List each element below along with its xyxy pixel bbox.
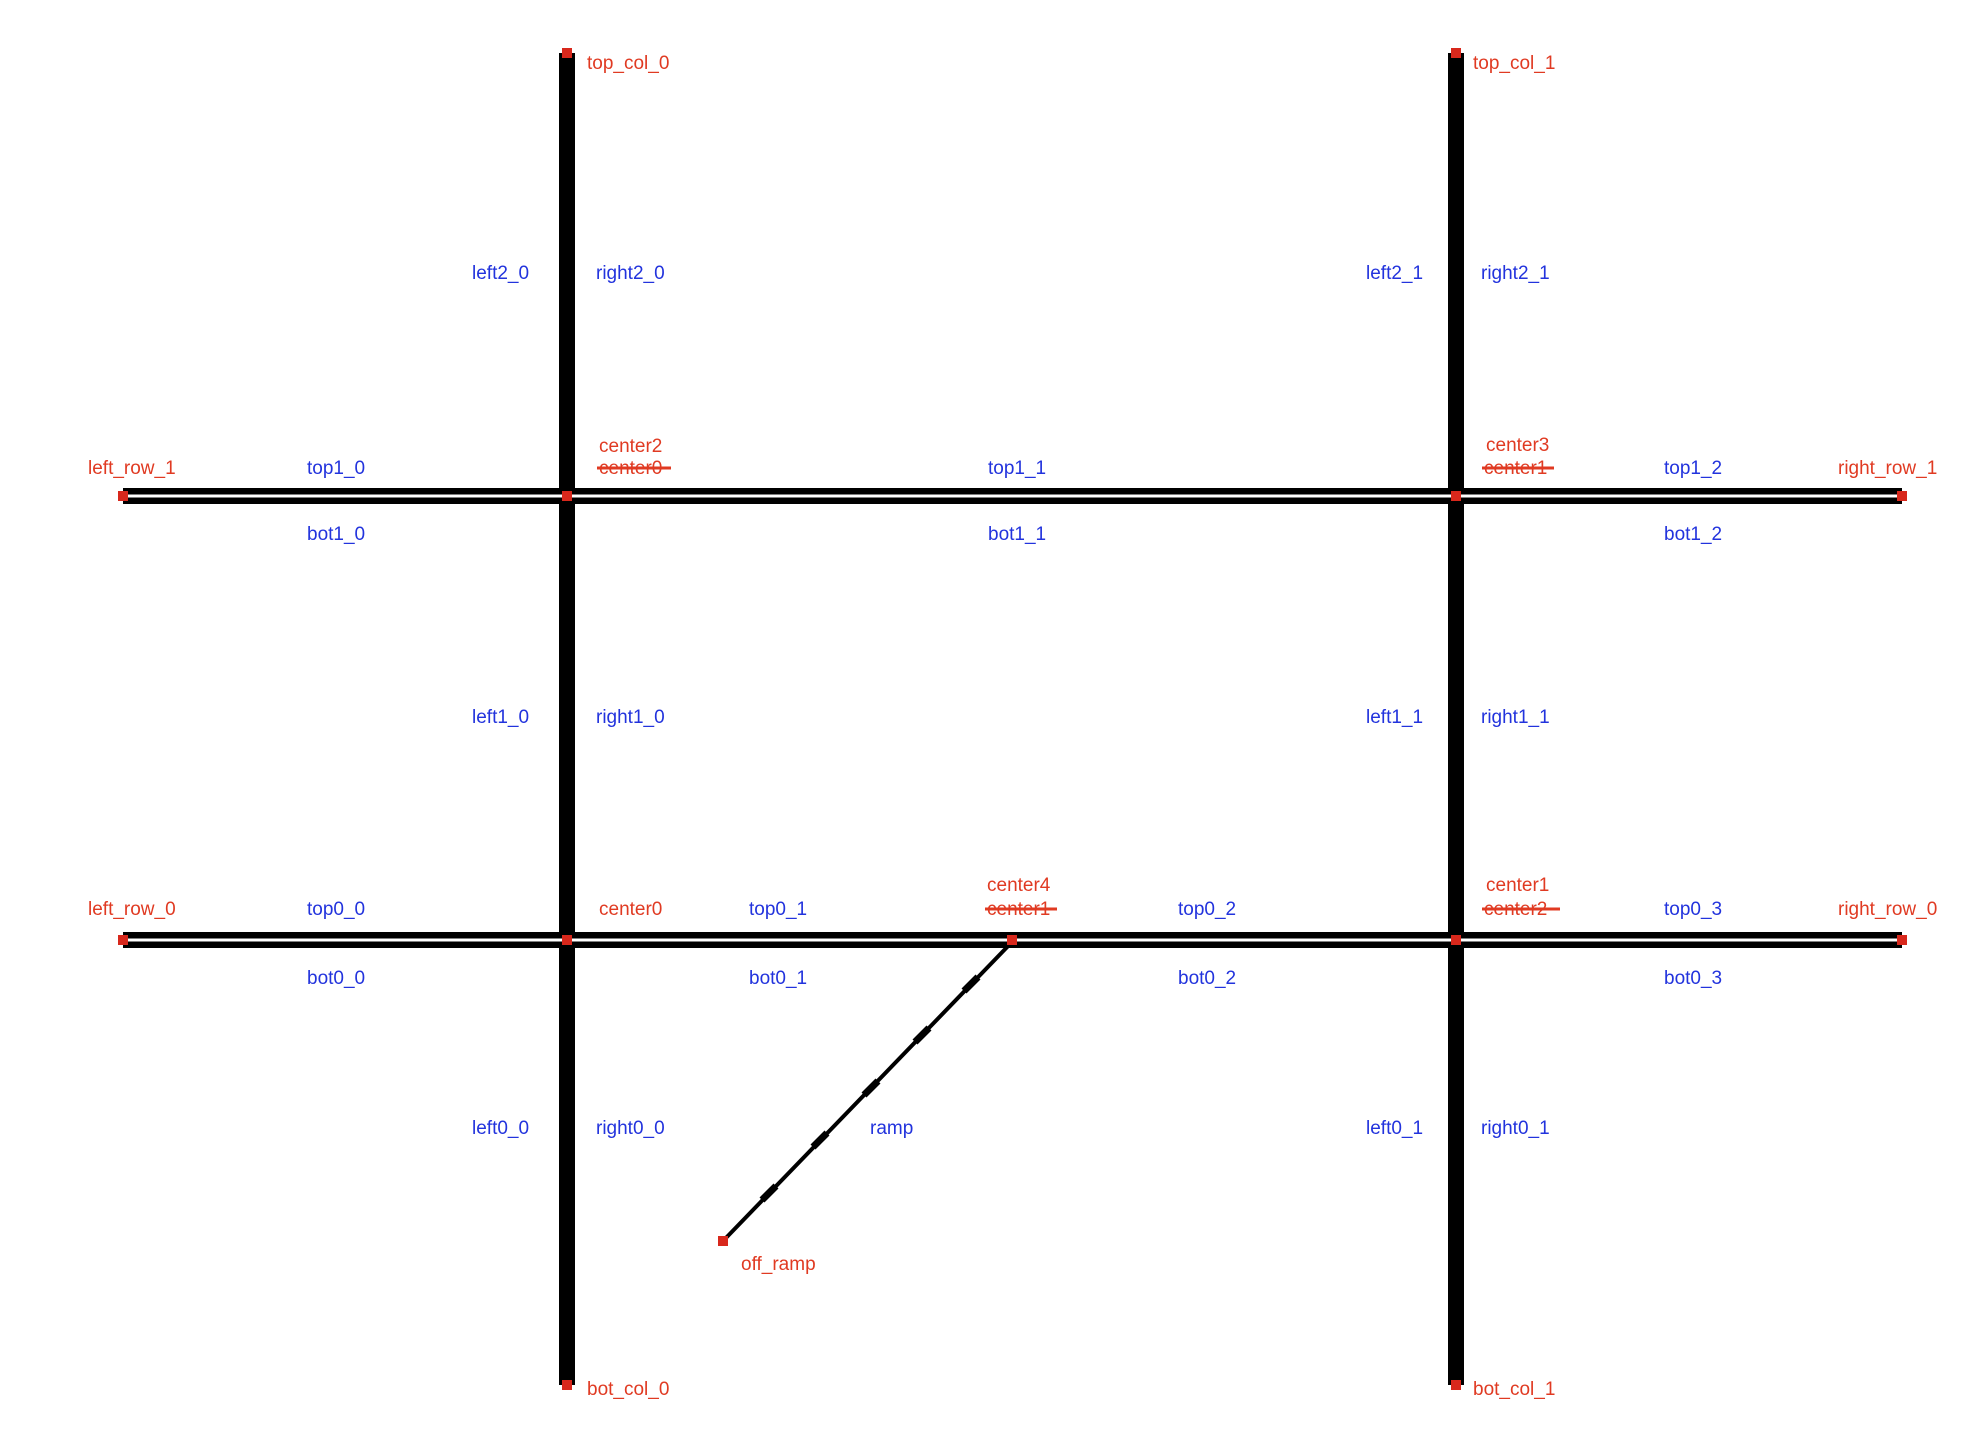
node-marker-center-ramp	[1007, 935, 1017, 945]
node-label-right-row-0: right_row_0	[1838, 899, 1937, 920]
node-label-top-col-1: top_col_1	[1473, 53, 1555, 74]
node-labels: top_col_0 top_col_1 bot_col_0 bot_col_1 …	[88, 53, 1937, 1400]
node-marker-center-lower-right	[1451, 935, 1461, 945]
edge-label-left2-0: left2_0	[472, 263, 529, 284]
node-label-bot-col-0: bot_col_0	[587, 1379, 669, 1400]
edge-label-top1-0: top1_0	[307, 458, 365, 479]
node-marker-left-row-0	[118, 935, 128, 945]
node-marker-center-upper-right	[1451, 491, 1461, 501]
node-label-left-row-1: left_row_1	[88, 458, 176, 479]
node-marker-bot-col-0	[562, 1380, 572, 1390]
node-label-right-row-1: right_row_1	[1838, 458, 1937, 479]
node-marker-bot-col-1	[1451, 1380, 1461, 1390]
node-marker-center-lower-left	[562, 935, 572, 945]
edge-label-top0-3: top0_3	[1664, 899, 1722, 920]
edge-label-right2-0: right2_0	[596, 263, 665, 284]
edge-label-right0-1: right0_1	[1481, 1118, 1550, 1139]
node-label-center3-upper-right: center3	[1486, 435, 1549, 456]
node-marker-top-col-0	[562, 48, 572, 58]
edge-label-top0-1: top0_1	[749, 899, 807, 920]
edge-label-bot0-3: bot0_3	[1664, 968, 1722, 989]
edge-label-bot1-1: bot1_1	[988, 524, 1046, 545]
node-marker-left-row-1	[118, 491, 128, 501]
edge-label-left2-1: left2_1	[1366, 263, 1423, 284]
node-label-center1-lower-right: center1	[1486, 875, 1549, 896]
edge-label-top0-2: top0_2	[1178, 899, 1236, 920]
edge-label-bot1-2: bot1_2	[1664, 524, 1722, 545]
edge-label-right0-0: right0_0	[596, 1118, 665, 1139]
roads	[123, 53, 1902, 1385]
node-marker-right-row-1	[1897, 491, 1907, 501]
edge-label-top0-0: top0_0	[307, 899, 365, 920]
edge-label-right1-1: right1_1	[1481, 707, 1550, 728]
node-marker-right-row-0	[1897, 935, 1907, 945]
node-label-off-ramp: off_ramp	[741, 1254, 816, 1275]
node-markers	[118, 48, 1907, 1390]
node-marker-off-ramp	[718, 1236, 728, 1246]
node-label-center4-ramp: center4	[987, 875, 1051, 896]
edge-label-right1-0: right1_0	[596, 707, 665, 728]
edge-label-ramp: ramp	[870, 1118, 913, 1139]
node-marker-center-upper-left	[562, 491, 572, 501]
edge-label-top1-1: top1_1	[988, 458, 1046, 479]
edge-label-left1-1: left1_1	[1366, 707, 1423, 728]
edge-label-left0-1: left0_1	[1366, 1118, 1423, 1139]
edge-labels: left2_0 right2_0 left2_1 right2_1 top1_0…	[307, 263, 1722, 1139]
node-label-left-row-0: left_row_0	[88, 899, 176, 920]
edge-label-bot1-0: bot1_0	[307, 524, 365, 545]
node-label-center0-lower-left: center0	[599, 899, 662, 920]
node-label-bot-col-1: bot_col_1	[1473, 1379, 1555, 1400]
edge-label-top1-2: top1_2	[1664, 458, 1722, 479]
edge-label-left1-0: left1_0	[472, 707, 529, 728]
edge-label-left0-0: left0_0	[472, 1118, 529, 1139]
edge-label-right2-1: right2_1	[1481, 263, 1550, 284]
edge-label-bot0-1: bot0_1	[749, 968, 807, 989]
edge-label-bot0-0: bot0_0	[307, 968, 365, 989]
node-marker-top-col-1	[1451, 48, 1461, 58]
node-label-center2-upper-left: center2	[599, 436, 662, 457]
node-label-top-col-0: top_col_0	[587, 53, 669, 74]
edge-label-bot0-2: bot0_2	[1178, 968, 1236, 989]
